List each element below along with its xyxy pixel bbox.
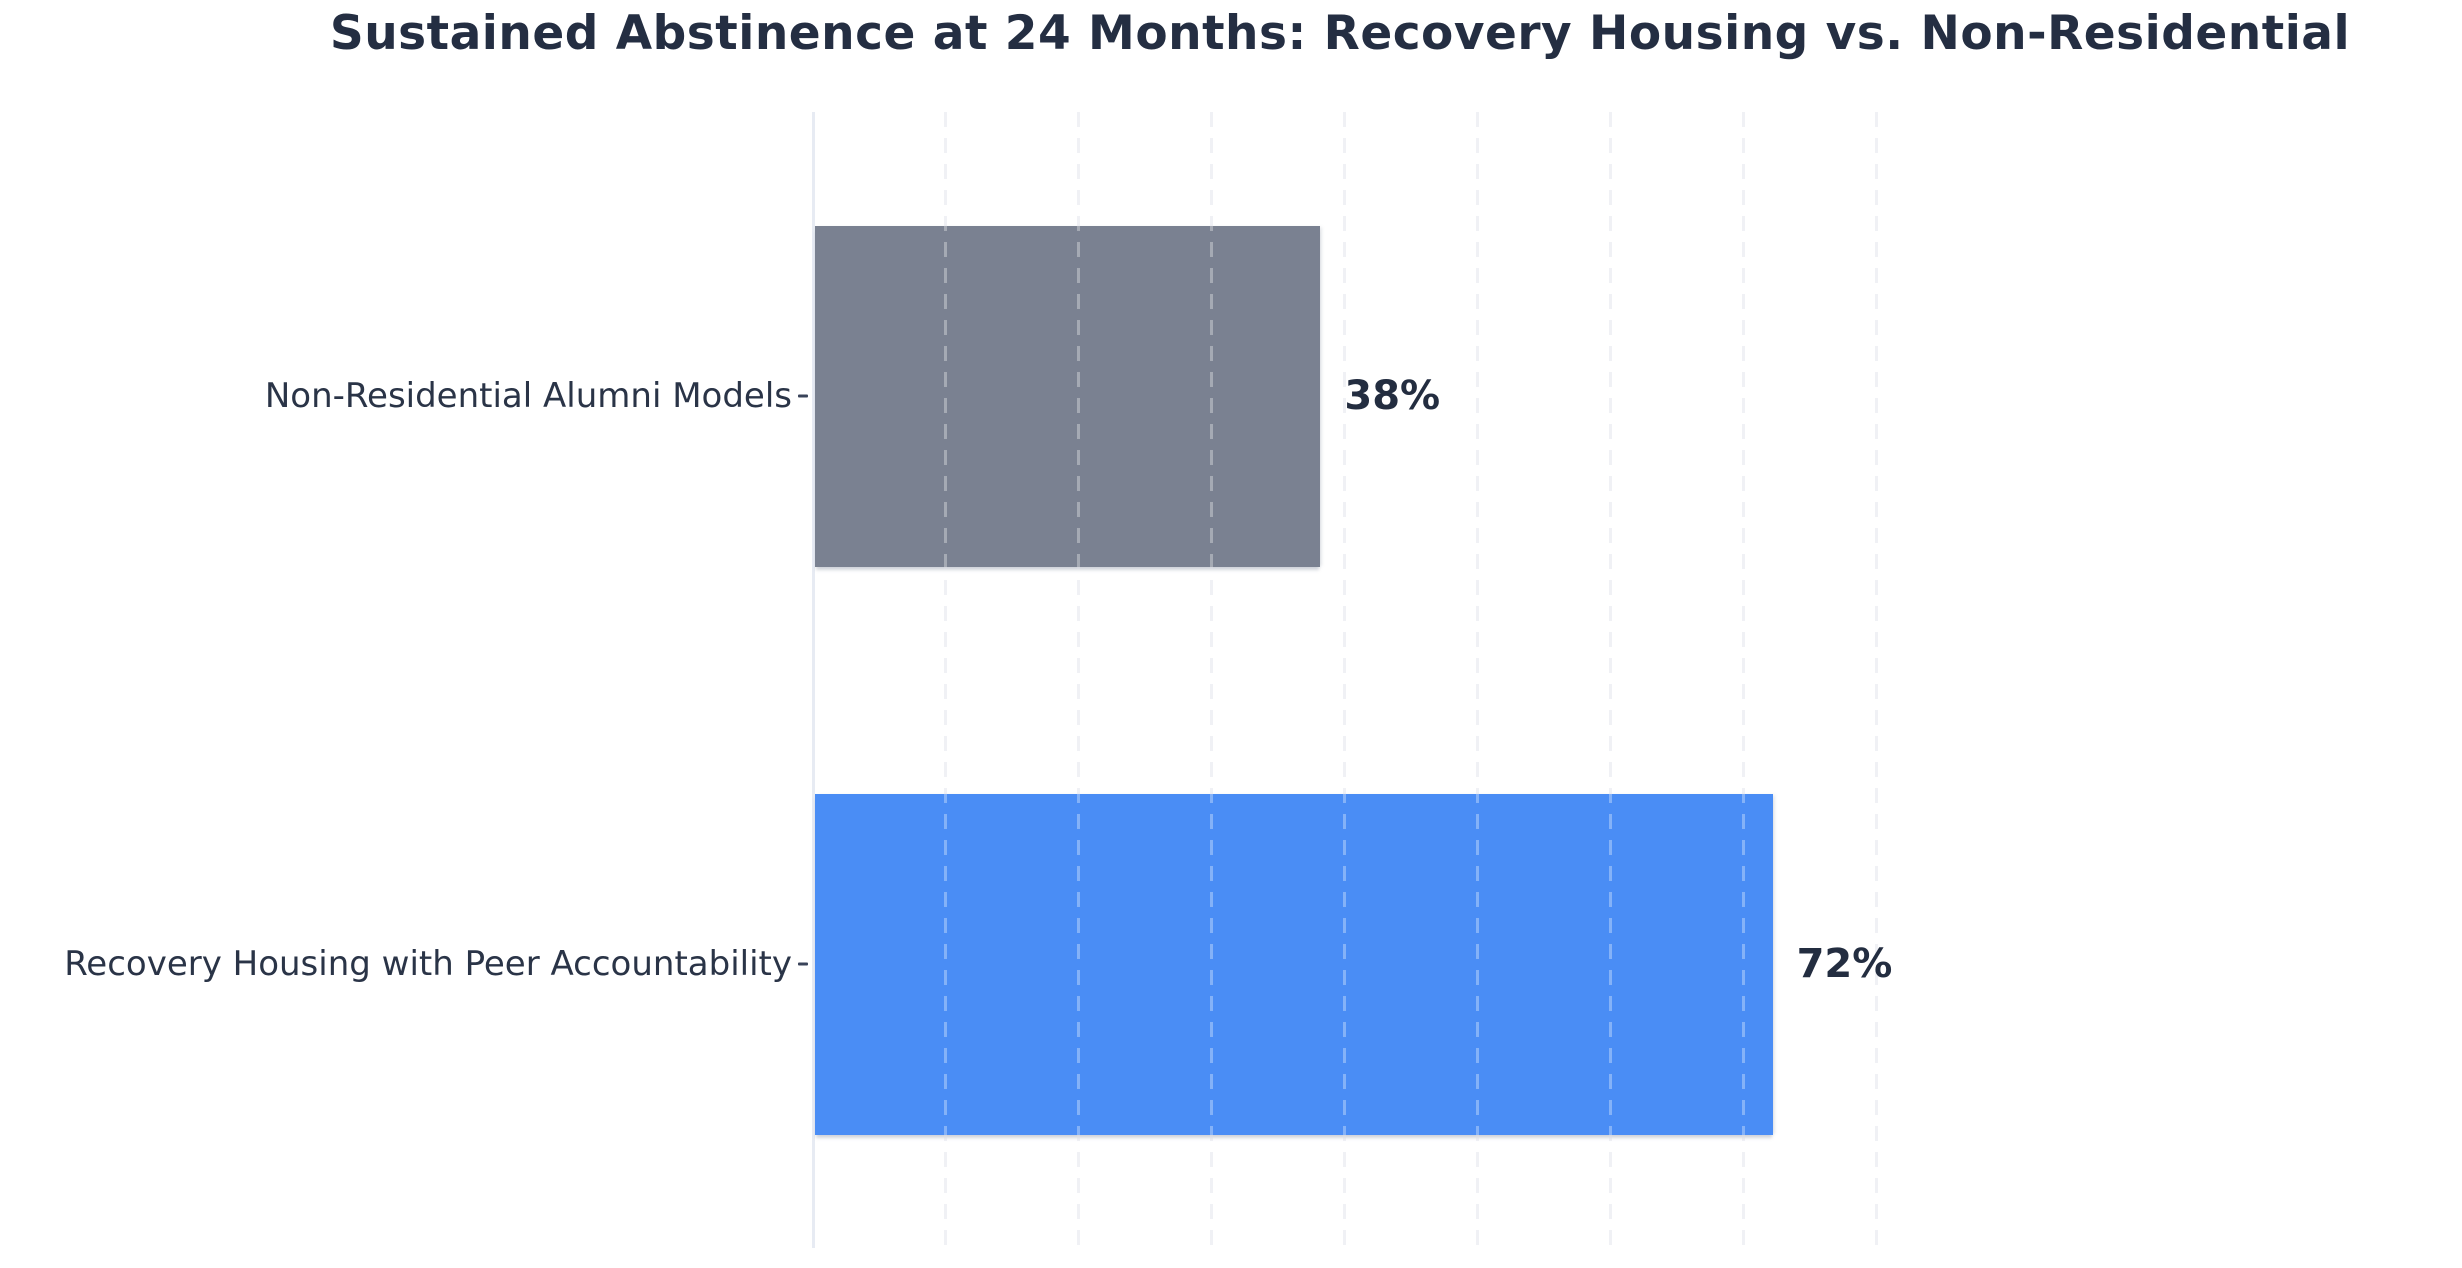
chart-title: Sustained Abstinence at 24 Months: Recov… <box>329 6 2351 61</box>
value-label-0: 38% <box>1344 373 1441 419</box>
value-label-1: 72% <box>1796 941 1893 987</box>
plot-area: 38% Non-Residential Alumni Models 72% Recov… <box>64 112 1892 1248</box>
gridline-60 <box>1609 112 1612 1248</box>
gridline-30 <box>1210 112 1213 1248</box>
category-label-1: Recovery Housing with Peer Accountabilit… <box>64 944 792 984</box>
gridline-80 <box>1875 112 1878 1248</box>
gridline-10 <box>944 112 947 1248</box>
category-label-0: Non-Residential Alumni Models <box>264 376 792 416</box>
gridline-50 <box>1476 112 1479 1248</box>
gridline-10 <box>944 112 947 1248</box>
bar-0 <box>815 225 1321 567</box>
gridline-30 <box>1210 112 1213 1248</box>
bar-1 <box>815 793 1773 1135</box>
gridline-60 <box>1609 112 1612 1248</box>
gridline-70 <box>1742 112 1745 1248</box>
gridline-70 <box>1742 112 1745 1248</box>
y-axis-line <box>812 112 815 1248</box>
gridline-20 <box>1077 112 1080 1248</box>
gridline-20 <box>1077 112 1080 1248</box>
gridline-40 <box>1343 112 1346 1248</box>
gridline-80 <box>1875 112 1878 1248</box>
gridline-50 <box>1476 112 1479 1248</box>
y-tick-mark-0 <box>798 394 808 398</box>
gridline-40 <box>1343 112 1346 1248</box>
y-tick-mark-1 <box>798 962 808 966</box>
